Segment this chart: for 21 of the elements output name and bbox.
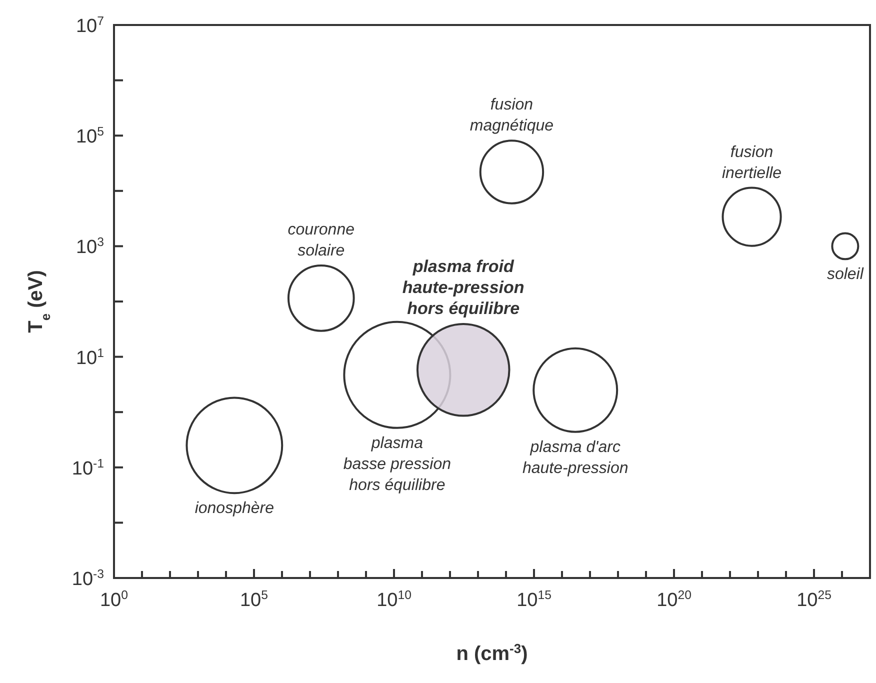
- x-tick-label: 10$^{0}$: [100, 588, 128, 611]
- x-tick-label: 10$^{20}$: [656, 588, 692, 611]
- y-tick-label: 10$^{7}$: [76, 14, 104, 37]
- annotation: plasma d'arc haute-pression: [522, 438, 628, 477]
- annotation: couronne solaire: [288, 221, 355, 260]
- annotation: plasma basse pression hors équilibre: [343, 434, 452, 494]
- y-tick-label: 10$^{-1}$: [72, 456, 104, 480]
- y-tick-label: 10$^{1}$: [76, 346, 104, 369]
- annotation: plasma froid haute-pression hors équilibre: [402, 256, 524, 318]
- annotation: ionosphère: [194, 500, 274, 518]
- annotation: soleil: [826, 266, 864, 284]
- x-axis-title: n (cm$^{-3}$): [456, 640, 528, 665]
- annotation: fusion magnétique: [470, 96, 554, 135]
- annotation: fusion inertielle: [722, 144, 782, 182]
- x-tick-label: 10$^{10}$: [376, 588, 412, 611]
- x-tick-label: 10$^{25}$: [796, 588, 832, 611]
- y-tick-label: 10$^{-3}$: [72, 567, 104, 590]
- x-tick-label: 10$^{15}$: [516, 588, 552, 611]
- y-tick-label: 10$^{3}$: [76, 235, 104, 258]
- x-tick-label: 10$^{5}$: [240, 588, 268, 611]
- y-tick-label: 10$^{5}$: [76, 124, 104, 148]
